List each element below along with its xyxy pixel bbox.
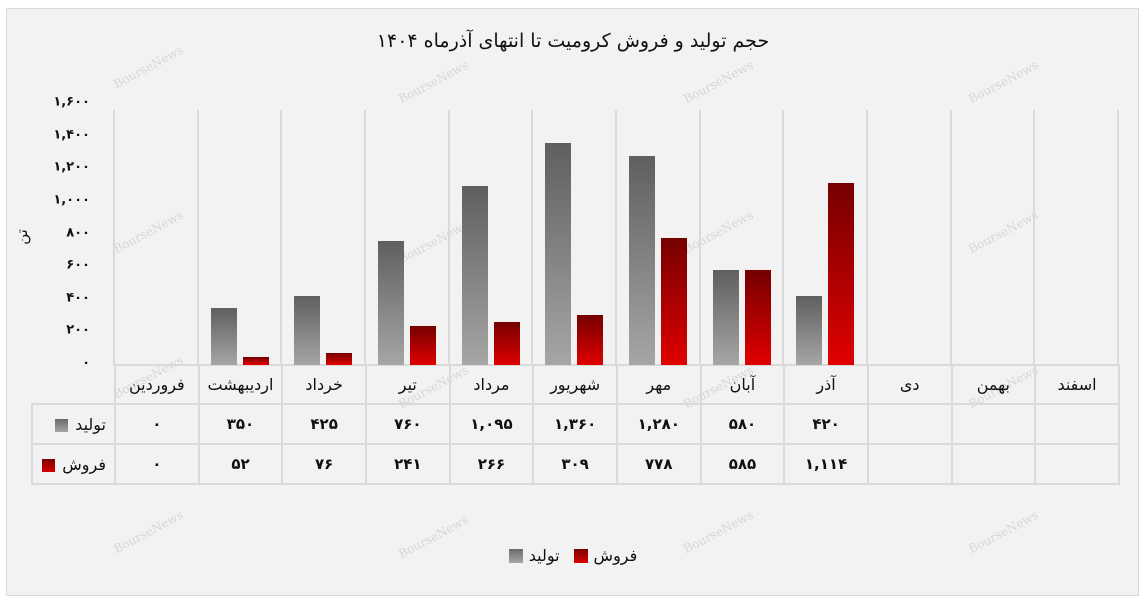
y-tick-label: ۴۰۰ bbox=[66, 290, 90, 306]
category-label: فروردین bbox=[114, 365, 200, 405]
table-cell: ۵۲ bbox=[197, 443, 284, 485]
table-cell: ۱,۰۹۵ bbox=[448, 403, 535, 445]
table-cell: ۲۴۱ bbox=[364, 443, 451, 485]
category-label: اسفند bbox=[1034, 365, 1120, 405]
table-cell: ۰ bbox=[114, 403, 200, 445]
y-tick-label: ۱,۴۰۰ bbox=[53, 127, 90, 143]
category-label: تیر bbox=[364, 365, 451, 405]
grid-line bbox=[866, 110, 868, 365]
legend-label: فروش bbox=[593, 546, 638, 565]
table-cell bbox=[866, 403, 953, 445]
sales-bar bbox=[326, 352, 353, 365]
legend-key-swatch bbox=[42, 458, 56, 472]
category-label: مرداد bbox=[448, 365, 535, 405]
sales-bar bbox=[577, 314, 604, 365]
legend-swatch bbox=[508, 548, 523, 563]
sales-bar bbox=[828, 183, 855, 365]
table-cell bbox=[1034, 443, 1120, 485]
table-cell: ۵۸۵ bbox=[699, 443, 786, 485]
y-tick-label: ۸۰۰ bbox=[66, 225, 90, 240]
y-tick-label: ۰ bbox=[82, 355, 90, 371]
table-cell: ۷۶۰ bbox=[364, 403, 451, 445]
production-bar bbox=[378, 241, 404, 365]
table-cell: ۰ bbox=[114, 443, 200, 485]
y-tick-label: ۱,۶۰۰ bbox=[53, 94, 90, 110]
table-cell: ۳۰۹ bbox=[532, 443, 618, 485]
table-cell: ۷۷۸ bbox=[615, 443, 702, 485]
grid-line bbox=[196, 110, 199, 365]
y-tick-label: ۶۰۰ bbox=[66, 257, 90, 273]
production-bar bbox=[210, 307, 237, 365]
production-bar bbox=[796, 296, 823, 365]
chart-frame bbox=[6, 8, 1139, 596]
category-label: آذر bbox=[783, 365, 869, 405]
category-label: آبان bbox=[699, 365, 786, 405]
legend-item: فروش bbox=[573, 546, 638, 565]
legend-label: تولید bbox=[528, 546, 560, 565]
y-tick-label: ۲۰۰ bbox=[66, 322, 90, 338]
legend-item: تولید bbox=[508, 546, 560, 565]
grid-line bbox=[615, 110, 617, 365]
production-bar bbox=[545, 143, 572, 365]
sales-bar bbox=[242, 356, 269, 365]
sales-bar bbox=[493, 321, 520, 365]
grid-line bbox=[113, 110, 115, 365]
table-cell: ۴۲۰ bbox=[783, 403, 869, 445]
table-cell bbox=[950, 403, 1037, 445]
series-label: تولید bbox=[75, 414, 106, 434]
category-label: بهمن bbox=[950, 365, 1037, 405]
grid-line bbox=[1117, 110, 1119, 365]
table-cell: ۷۶ bbox=[281, 443, 367, 485]
table-row: تولید ۰ ۳۵۰ ۴۲۵ ۷۶۰ ۱,۰۹۵ ۱,۳۶۰ ۱,۲۸۰ ۵۸۰ ۴۲۰ bbox=[31, 403, 1120, 445]
sales-bar bbox=[744, 269, 771, 365]
table-cell: ۲۶۶ bbox=[448, 443, 535, 485]
grid-line bbox=[698, 110, 701, 365]
production-bar bbox=[712, 270, 739, 365]
table-row: فروش ۰ ۵۲ ۷۶ ۲۴۱ ۲۶۶ ۳۰۹ ۷۷۸ ۵۸۵ ۱,۱۱۴ bbox=[31, 443, 1120, 485]
production-bar bbox=[294, 295, 321, 365]
legend: فروش تولید bbox=[0, 546, 1146, 565]
grid-line bbox=[782, 110, 785, 365]
table-cell: ۱,۳۶۰ bbox=[532, 403, 618, 445]
category-label: دی bbox=[866, 365, 953, 405]
grid-line bbox=[949, 110, 952, 365]
category-label: خرداد bbox=[281, 365, 367, 405]
category-label: اردیبهشت bbox=[197, 365, 284, 405]
grid-line bbox=[1033, 110, 1036, 365]
data-table: فروردین اردیبهشت خرداد تیر مرداد شهریور مهر آبا… bbox=[31, 365, 1120, 485]
y-tick-label: ۱,۲۰۰ bbox=[53, 159, 90, 175]
table-cell: ۱,۱۱۴ bbox=[783, 443, 869, 485]
grid-line bbox=[447, 110, 450, 365]
sales-bar bbox=[410, 325, 436, 365]
legend-key-swatch bbox=[55, 418, 69, 432]
table-cell: ۴۲۵ bbox=[281, 403, 367, 445]
legend-swatch bbox=[573, 548, 588, 563]
chart-title: حجم تولید و فروش کرومیت تا انتهای آذرماه… bbox=[376, 30, 770, 52]
table-cell bbox=[1034, 403, 1120, 445]
y-axis-label: تن bbox=[12, 229, 31, 245]
grid-line bbox=[531, 110, 534, 365]
grid-line bbox=[364, 110, 366, 365]
production-bar bbox=[461, 186, 488, 365]
grid-line bbox=[280, 110, 283, 365]
production-bar bbox=[629, 156, 655, 365]
table-cell: ۵۸۰ bbox=[699, 403, 786, 445]
category-label: شهریور bbox=[532, 365, 618, 405]
series-label: فروش bbox=[62, 454, 106, 474]
table-cell: ۱,۲۸۰ bbox=[615, 403, 702, 445]
table-cell bbox=[950, 443, 1037, 485]
table-cell bbox=[866, 443, 953, 485]
category-label: مهر bbox=[615, 365, 702, 405]
y-tick-label: ۱,۰۰۰ bbox=[53, 192, 90, 208]
table-cell: ۳۵۰ bbox=[197, 403, 284, 445]
sales-bar bbox=[661, 238, 687, 365]
